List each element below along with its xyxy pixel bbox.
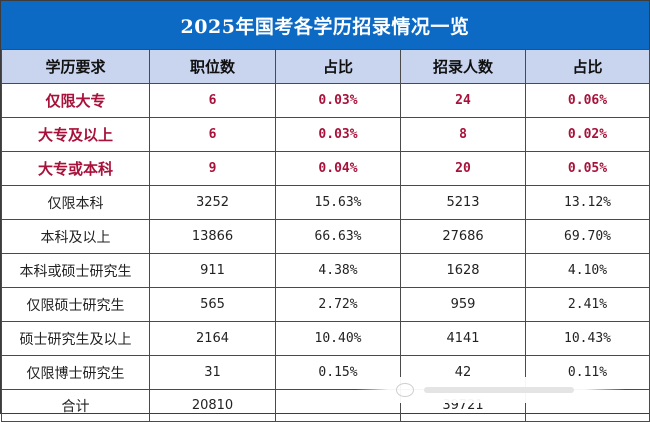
positions-cell: 9 (149, 151, 276, 186)
hires-share-cell: 0.05% (525, 151, 650, 186)
hires-cell: 959 (400, 287, 526, 322)
header-positions: 职位数 (149, 49, 276, 84)
positions-share-cell: 15.63% (275, 185, 401, 220)
hires-share-cell: 4.10% (525, 253, 650, 288)
table-row: 大专及以上 6 0.03% 8 0.02% (1, 117, 650, 152)
table-title: 2025年国考各学历招录情况一览 (1, 1, 649, 49)
table-row: 大专或本科 9 0.04% 20 0.05% (1, 151, 650, 186)
positions-cell: 6 (149, 83, 276, 118)
watermark-bar (424, 387, 574, 393)
hires-cell: 20 (400, 151, 526, 186)
positions-cell: 6 (149, 117, 276, 152)
hires-share-cell: 69.70% (525, 219, 650, 254)
watermark-logo-icon (396, 383, 414, 397)
hires-share-cell: 13.12% (525, 185, 650, 220)
positions-share-cell: 2.72% (275, 287, 401, 322)
row-label: 仅限硕士研究生 (1, 287, 150, 322)
positions-share-cell: 0.03% (275, 83, 401, 118)
hires-share-cell: 10.43% (525, 321, 650, 356)
hires-share-cell: 2.41% (525, 287, 650, 322)
row-label: 仅限博士研究生 (1, 355, 150, 390)
positions-share-cell: 4.38% (275, 253, 401, 288)
header-row: 学历要求 职位数 占比 招录人数 占比 (1, 49, 650, 84)
row-label: 大专及以上 (1, 117, 150, 152)
header-education: 学历要求 (1, 49, 150, 84)
recruitment-table: 学历要求 职位数 占比 招录人数 占比 仅限大专 6 0.03% 24 0.06… (1, 49, 650, 422)
hires-cell: 8 (400, 117, 526, 152)
hires-cell: 27686 (400, 219, 526, 254)
hires-cell: 24 (400, 83, 526, 118)
header-positions-share: 占比 (275, 49, 401, 84)
row-label: 本科及以上 (1, 219, 150, 254)
row-label: 大专或本科 (1, 151, 150, 186)
positions-cell: 3252 (149, 185, 276, 220)
positions-share-cell: 66.63% (275, 219, 401, 254)
hires-cell: 5213 (400, 185, 526, 220)
table-row: 仅限硕士研究生 565 2.72% 959 2.41% (1, 287, 650, 322)
hires-cell: 1628 (400, 253, 526, 288)
hires-cell: 4141 (400, 321, 526, 356)
positions-cell: 31 (149, 355, 276, 390)
table-row: 仅限本科 3252 15.63% 5213 13.12% (1, 185, 650, 220)
total-label: 合计 (1, 389, 150, 422)
positions-share-cell: 10.40% (275, 321, 401, 356)
table-row: 本科或硕士研究生 911 4.38% 1628 4.10% (1, 253, 650, 288)
positions-cell: 13866 (149, 219, 276, 254)
row-label: 仅限大专 (1, 83, 150, 118)
table-row: 硕士研究生及以上 2164 10.40% 4141 10.43% (1, 321, 650, 356)
table-row: 仅限大专 6 0.03% 24 0.06% (1, 83, 650, 118)
positions-cell: 2164 (149, 321, 276, 356)
watermark-overlay (356, 377, 626, 403)
header-hires-share: 占比 (525, 49, 650, 84)
positions-share-cell: 0.03% (275, 117, 401, 152)
total-positions-cell: 20810 (149, 389, 276, 422)
row-label: 仅限本科 (1, 185, 150, 220)
positions-share-cell: 0.04% (275, 151, 401, 186)
hires-share-cell: 0.02% (525, 117, 650, 152)
hires-share-cell: 0.06% (525, 83, 650, 118)
table-row: 本科及以上 13866 66.63% 27686 69.70% (1, 219, 650, 254)
row-label: 本科或硕士研究生 (1, 253, 150, 288)
row-label: 硕士研究生及以上 (1, 321, 150, 356)
positions-cell: 911 (149, 253, 276, 288)
positions-cell: 565 (149, 287, 276, 322)
header-hires: 招录人数 (400, 49, 526, 84)
